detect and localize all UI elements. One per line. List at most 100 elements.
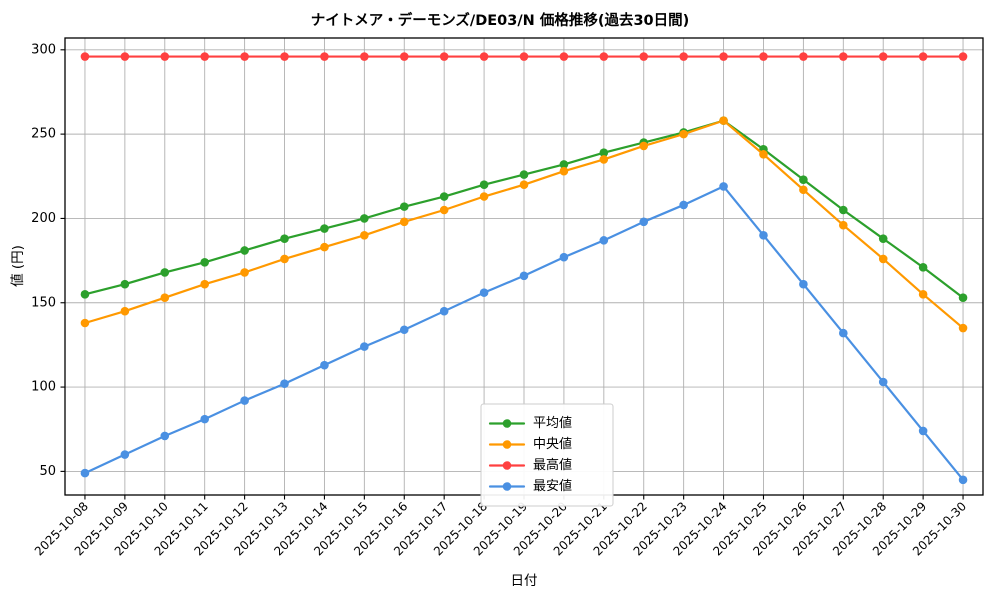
data-point xyxy=(120,306,130,316)
x-axis-tick-labels: 2025-10-082025-10-092025-10-102025-10-11… xyxy=(32,499,969,558)
series-layer xyxy=(80,52,968,485)
data-point xyxy=(320,52,329,61)
data-point xyxy=(479,192,489,201)
data-point xyxy=(918,426,928,436)
data-point xyxy=(519,180,529,190)
data-point xyxy=(360,52,369,61)
data-point xyxy=(958,323,968,333)
data-point xyxy=(439,306,449,316)
y-tick-label: 50 xyxy=(39,464,56,479)
legend-item: 最高値 xyxy=(488,457,572,473)
data-point xyxy=(719,182,728,191)
data-point xyxy=(639,217,649,227)
data-point xyxy=(120,52,130,61)
legend-swatch-marker xyxy=(502,461,512,470)
data-point xyxy=(80,468,90,478)
legend-item: 平均値 xyxy=(488,415,572,431)
data-point xyxy=(839,52,848,61)
data-point xyxy=(958,52,968,61)
legend-box xyxy=(480,403,614,507)
data-point xyxy=(280,379,289,389)
data-point xyxy=(240,246,249,255)
data-point xyxy=(80,318,90,328)
data-point xyxy=(639,52,649,61)
legend-item-label: 中央値 xyxy=(533,436,572,452)
data-point xyxy=(878,254,888,264)
data-point xyxy=(519,271,529,281)
data-point xyxy=(399,202,409,211)
data-point xyxy=(280,234,289,243)
data-point xyxy=(799,279,808,289)
legend-swatch-marker xyxy=(502,419,512,428)
data-point xyxy=(878,234,888,243)
data-point xyxy=(360,214,369,223)
data-point xyxy=(839,328,848,338)
data-point xyxy=(479,180,489,190)
data-point xyxy=(240,396,249,405)
chart-title: ナイトメア・デーモンズ/DE03/N 価格推移(過去30日間) xyxy=(310,13,690,29)
data-point xyxy=(320,224,329,233)
data-point xyxy=(200,414,209,424)
legend-item-label: 平均値 xyxy=(533,415,572,431)
data-point xyxy=(759,150,768,159)
y-tick-label: 300 xyxy=(31,42,56,57)
data-point xyxy=(958,475,968,485)
data-point xyxy=(160,52,170,61)
x-axis-title: 日付 xyxy=(511,573,538,589)
data-point xyxy=(399,325,409,335)
data-point xyxy=(519,170,529,179)
data-point xyxy=(719,52,728,61)
data-point xyxy=(599,148,609,157)
data-point xyxy=(799,185,808,195)
data-point xyxy=(519,52,529,61)
data-point xyxy=(799,52,808,61)
y-tick-label: 150 xyxy=(31,295,56,310)
data-point xyxy=(399,217,409,227)
series-1 xyxy=(80,116,968,302)
data-point xyxy=(679,52,688,61)
data-point xyxy=(320,360,329,370)
data-point xyxy=(360,342,369,351)
y-axis-title: 値 (円) xyxy=(10,245,26,287)
data-point xyxy=(918,52,928,61)
legend-item: 最安値 xyxy=(488,478,572,494)
data-point xyxy=(878,52,888,61)
y-tick-label: 250 xyxy=(31,127,56,142)
data-point xyxy=(439,192,449,201)
data-point xyxy=(80,52,90,61)
legend-swatch-marker xyxy=(502,482,512,491)
legend-item-label: 最高値 xyxy=(533,457,572,473)
data-point xyxy=(160,431,170,441)
data-point xyxy=(719,116,728,125)
data-point xyxy=(120,279,130,289)
data-point xyxy=(958,293,968,302)
data-point xyxy=(559,166,569,176)
data-point xyxy=(240,268,249,277)
series-4 xyxy=(80,182,968,485)
data-point xyxy=(320,242,329,252)
data-point xyxy=(918,290,928,299)
data-point xyxy=(599,52,609,61)
data-point xyxy=(799,175,808,184)
data-point xyxy=(439,52,449,61)
data-point xyxy=(200,279,209,289)
data-point xyxy=(240,52,249,61)
data-point xyxy=(280,52,289,61)
data-point xyxy=(599,155,609,164)
legend-item: 中央値 xyxy=(488,436,572,452)
data-point xyxy=(639,141,649,151)
data-point xyxy=(399,52,409,61)
axis-ticks xyxy=(60,49,964,500)
y-tick-label: 200 xyxy=(31,211,56,226)
data-point xyxy=(559,160,569,169)
data-point xyxy=(679,200,688,210)
data-point xyxy=(839,220,848,230)
series-3 xyxy=(80,52,968,61)
series-2 xyxy=(80,116,968,333)
data-point xyxy=(200,257,209,267)
legend-swatch-marker xyxy=(502,440,512,449)
data-point xyxy=(759,52,768,61)
legend-item-label: 最安値 xyxy=(533,478,572,494)
